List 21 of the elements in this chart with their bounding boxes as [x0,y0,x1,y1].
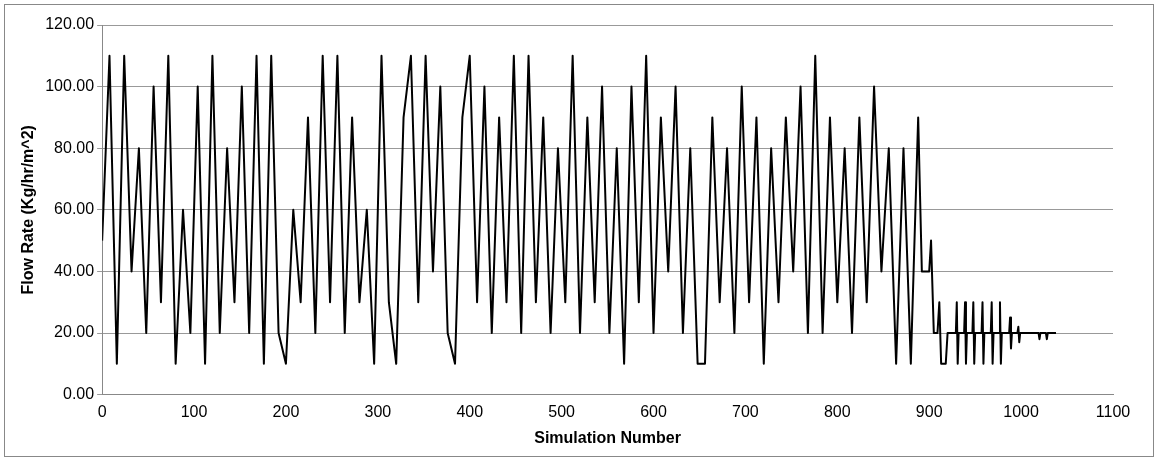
x-tick-label: 0 [97,402,107,420]
x-tick-label: 700 [732,402,759,420]
x-tick-label: 100 [180,402,208,420]
x-axis-title: Simulation Number [534,428,681,446]
x-tick-label: 800 [823,402,851,420]
x-tick-label: 600 [640,402,667,420]
y-tick-label: 40.00 [54,261,95,279]
x-tick-label: 1100 [1095,402,1131,420]
y-tick-label: 0.00 [63,385,95,403]
y-tick-label: 60.00 [54,200,95,218]
y-axis-title: Flow Rate (Kg/hr/m^2) [19,125,37,295]
y-tick-label: 100.00 [45,77,95,95]
x-tick-label: 400 [456,402,484,420]
x-tick-label: 1000 [1003,402,1039,420]
x-tick-label: 500 [548,402,576,420]
y-tick-label: 20.00 [54,323,95,341]
x-tick-label: 900 [915,402,943,420]
y-tick-label: 80.00 [54,138,95,156]
y-tick-label: 120.00 [45,15,95,33]
x-tick-label: 300 [364,402,392,420]
x-tick-label: 200 [272,402,300,420]
